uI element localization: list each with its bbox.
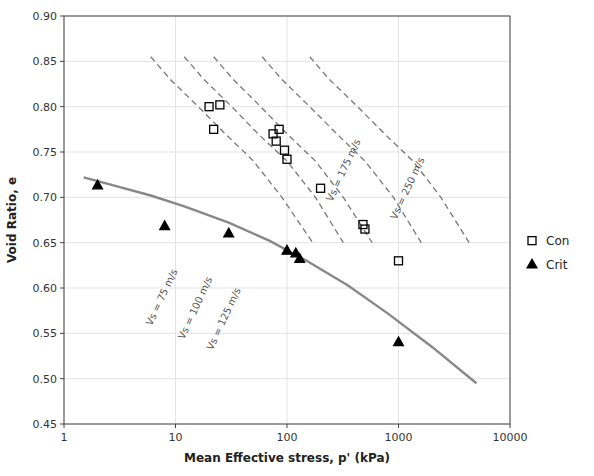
- tick-label-x: 10000: [493, 431, 528, 444]
- grid-line-y: [64, 378, 510, 379]
- annotations: Vs = 75 m/sVs = 100 m/sVs = 125 m/s Vs = …: [144, 137, 427, 351]
- tick-y: [60, 16, 64, 17]
- legend-label: Crit: [546, 258, 568, 272]
- axes: 1 10 100 1000 10000 0.45 0.50 0.55 0.60 0.65 0.70 0…: [33, 10, 528, 444]
- point: [210, 125, 218, 133]
- contour-label: Vs = 250 m/s: [388, 155, 426, 221]
- tick-label-y: 0.85: [33, 55, 58, 68]
- tick-label-y: 0.60: [33, 282, 58, 295]
- point: [317, 184, 325, 192]
- grid-line-y: [64, 152, 510, 153]
- tick-label-y: 0.70: [33, 191, 58, 204]
- tick-label-y: 0.90: [33, 10, 58, 23]
- contour-label: Vs = 125 m/s: [204, 286, 242, 352]
- contour-line: [214, 57, 372, 243]
- tick-label-y: 0.45: [33, 418, 58, 431]
- scatter-series: [93, 180, 404, 346]
- contour-label: Vs = 175 m/s: [324, 137, 362, 203]
- contour-line: [151, 57, 313, 243]
- point: [361, 225, 369, 233]
- point: [272, 137, 280, 145]
- point: [160, 221, 170, 230]
- point: [205, 103, 213, 111]
- tick-label-y: 0.75: [33, 146, 58, 159]
- tick-y: [60, 288, 64, 289]
- scatter-series: [205, 101, 402, 265]
- tick-x: [398, 424, 399, 428]
- point: [275, 125, 283, 133]
- point: [281, 146, 289, 154]
- point: [394, 337, 404, 346]
- tick-y: [60, 242, 64, 243]
- grid-line-y: [64, 197, 510, 198]
- point: [224, 228, 234, 237]
- tick-y: [60, 106, 64, 107]
- tick-y: [60, 333, 64, 334]
- background: [0, 0, 594, 476]
- plot-frame: [64, 16, 510, 424]
- contour-label: Vs = 100 m/s: [176, 275, 214, 341]
- tick-x: [510, 424, 511, 428]
- tick-y: [60, 152, 64, 153]
- y-axis-label: Void Ratio, e: [5, 177, 19, 263]
- legend-swatch: [528, 237, 536, 245]
- tick-label-x: 10: [169, 431, 183, 444]
- tick-y: [60, 197, 64, 198]
- grid-line-x: [287, 16, 288, 424]
- tick-y: [60, 424, 64, 425]
- point: [93, 180, 103, 189]
- tick-y: [60, 61, 64, 62]
- tick-label-y: 0.50: [33, 373, 58, 386]
- tick-label-x: 1000: [385, 431, 413, 444]
- legend-label: Con: [546, 234, 569, 248]
- tick-label-x: 1: [61, 431, 68, 444]
- grid-line-y: [64, 333, 510, 334]
- x-axis-label: Mean Effective stress, p' (kPa): [184, 451, 390, 465]
- tick-y: [60, 378, 64, 379]
- tick-x: [64, 424, 65, 428]
- tick-label-y: 0.80: [33, 101, 58, 114]
- point: [295, 253, 305, 262]
- tick-label-y: 0.65: [33, 237, 58, 250]
- tick-label-y: 0.55: [33, 327, 58, 340]
- contour-line: [184, 57, 343, 243]
- grid: [64, 16, 510, 424]
- legend: Con Crit: [527, 234, 569, 272]
- grid-line-x: [175, 16, 176, 424]
- grid-line-y: [64, 61, 510, 62]
- point: [216, 101, 224, 109]
- plot-area: [84, 57, 477, 383]
- tick-x: [287, 424, 288, 428]
- point: [282, 245, 292, 254]
- tick-x: [175, 424, 176, 428]
- chart: 1 10 100 1000 10000 0.45 0.50 0.55 0.60 0.65 0.70 0…: [0, 0, 594, 476]
- grid-line-y: [64, 242, 510, 243]
- tick-label-x: 100: [277, 431, 298, 444]
- legend-swatch: [527, 259, 537, 268]
- point: [395, 257, 403, 265]
- point: [283, 155, 291, 163]
- curve-line: [84, 177, 477, 383]
- contour-label: Vs = 75 m/s: [144, 267, 180, 327]
- grid-line-y: [64, 106, 510, 107]
- contour-line: [310, 57, 469, 243]
- grid-line-y: [64, 288, 510, 289]
